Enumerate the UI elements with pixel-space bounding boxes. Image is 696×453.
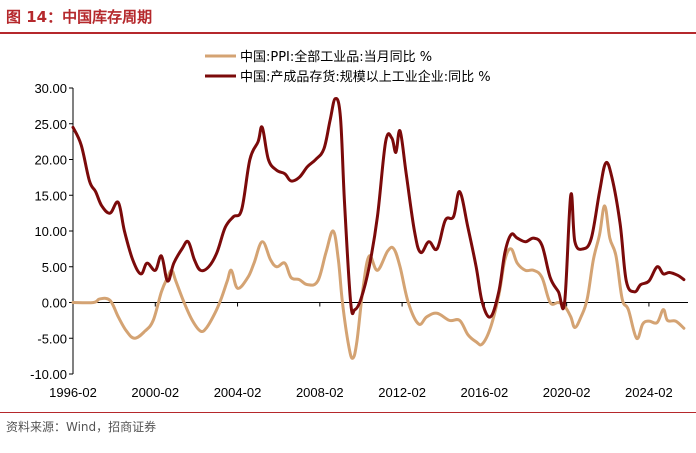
x-tick-label: 2008-02: [296, 385, 344, 400]
chart-axes: [72, 88, 688, 374]
y-tick-label: 15.00: [34, 188, 67, 203]
legend-item-inventory: 中国:产成品存货:规模以上工业企业:同比 %: [205, 69, 491, 85]
x-tick-label: 1996-02: [49, 385, 97, 400]
footer-rule: [0, 412, 696, 413]
y-tick-label: 5.00: [42, 260, 67, 275]
figure-title: 图 14：中国库存周期: [6, 8, 153, 26]
y-tick-label: 20.00: [34, 153, 67, 168]
source-note: 资料来源：Wind，招商证券: [6, 420, 157, 434]
x-tick-label: 2020-02: [543, 385, 591, 400]
x-tick-label: 2000-02: [131, 385, 179, 400]
y-tick-label: 25.00: [34, 117, 67, 132]
y-tick-label: 10.00: [34, 224, 67, 239]
title-rule: [0, 32, 696, 34]
x-tick-label: 2012-02: [378, 385, 426, 400]
chart-ticks: 30.00 25.00 20.00 15.00 10.00 5.00 0.00 -5.00 -1…: [30, 81, 673, 400]
x-tick-label: 2024-02: [625, 385, 673, 400]
legend-label: 中国:PPI:全部工业品:当月同比 %: [240, 49, 432, 65]
y-tick-label: 0.00: [42, 296, 67, 311]
y-tick-label: 30.00: [34, 81, 67, 96]
chart-lines: [71, 97, 686, 360]
legend-item-ppi: 中国:PPI:全部工业品:当月同比 %: [205, 49, 432, 65]
x-tick-label: 2016-02: [461, 385, 509, 400]
inventory-cycle-chart: 30.00 25.00 20.00 15.00 10.00 5.00 0.00 -5.00 -1…: [30, 49, 688, 400]
y-tick-label: -10.00: [30, 367, 67, 382]
chart-legend: 中国:PPI:全部工业品:当月同比 % 中国:产成品存货:规模以上工业企业:同比 …: [205, 49, 491, 85]
legend-label: 中国:产成品存货:规模以上工业企业:同比 %: [240, 69, 491, 85]
inventory-series-line: [71, 97, 686, 319]
x-tick-label: 2004-02: [214, 385, 262, 400]
y-tick-label: -5.00: [37, 331, 67, 346]
ppi-series-line: [71, 204, 686, 360]
